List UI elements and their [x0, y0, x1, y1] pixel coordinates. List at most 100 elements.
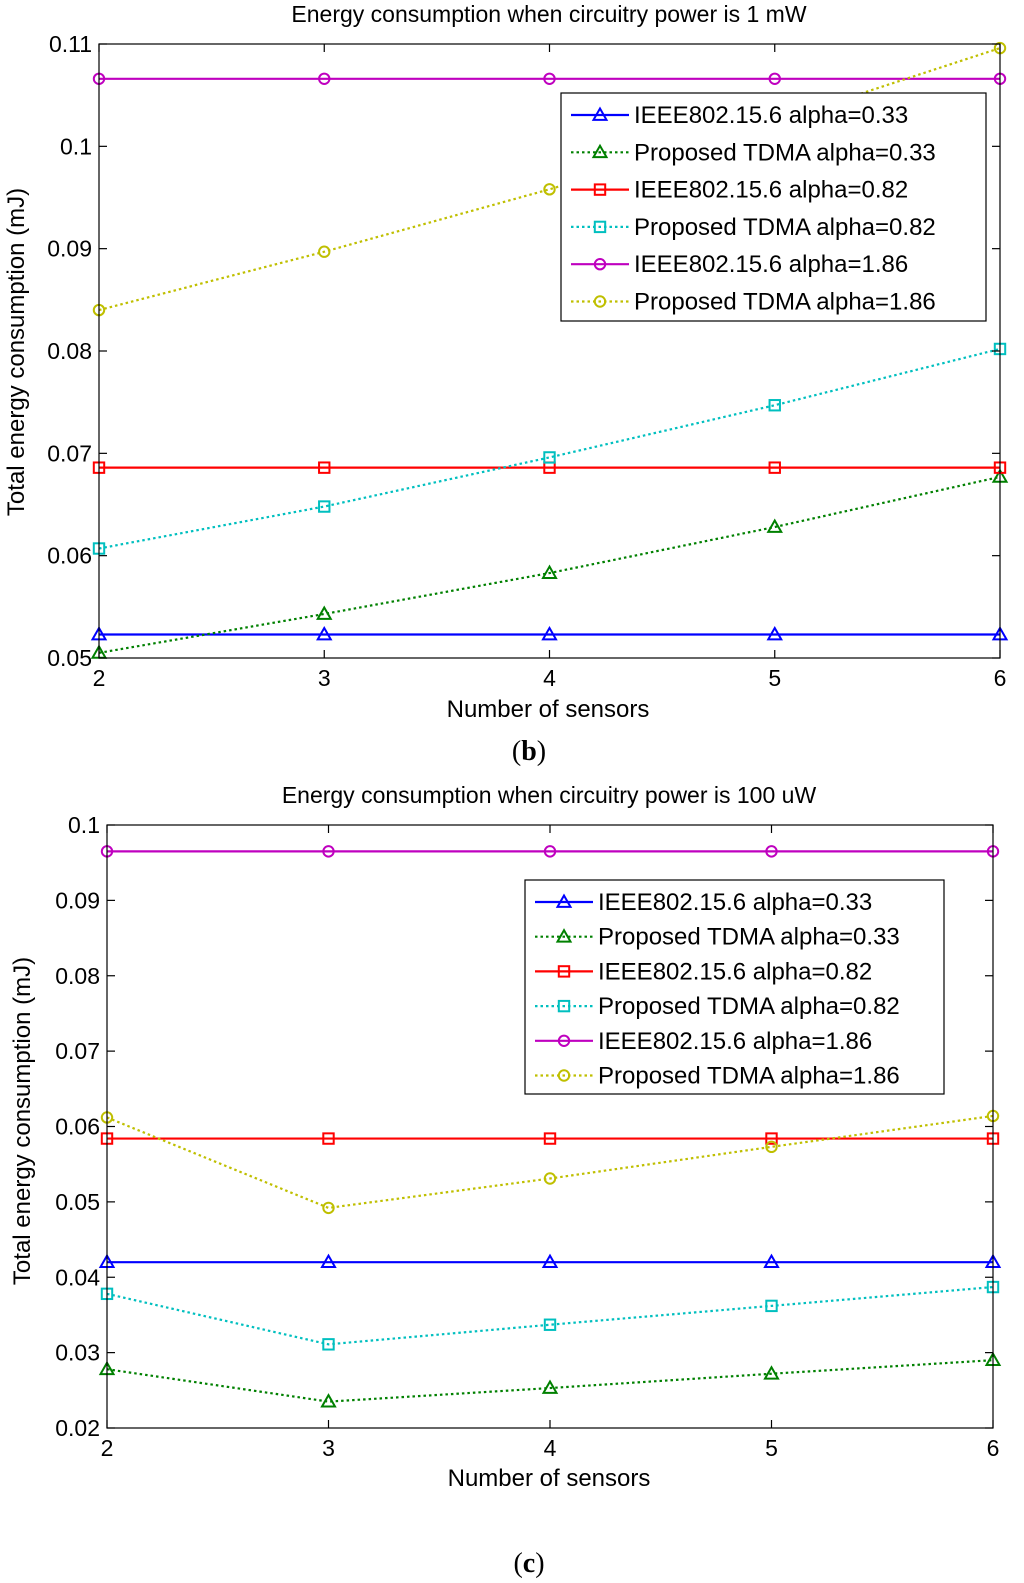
legend-marker [557, 1069, 571, 1082]
data-point [763, 1365, 780, 1380]
legend: IEEE802.15.6 alpha=0.33 Proposed TDMA alp… [524, 879, 945, 1095]
series-line [98, 47, 1001, 312]
y-tick-label: 0.05 [47, 645, 92, 671]
series-ieee802-15-6-alpha-0-33 [98, 1253, 1002, 1269]
series-proposed-tdma-alpha-0-33 [98, 1351, 1002, 1408]
data-point [543, 183, 556, 196]
legend-entry: Proposed TDMA alpha=0.82 [571, 214, 936, 241]
data-point [765, 845, 778, 858]
legend-label: Proposed TDMA alpha=0.82 [634, 214, 936, 241]
series-line [98, 475, 1001, 654]
data-point [543, 1132, 557, 1145]
legend-entry: Proposed TDMA alpha=0.33 [571, 139, 936, 166]
series-line [106, 1285, 994, 1346]
caption-letter: c [523, 1548, 535, 1579]
series-proposed-tdma-alpha-1-86 [100, 1109, 1000, 1215]
series-line [98, 347, 1001, 550]
data-point [765, 1299, 778, 1313]
figure-caption: (b) [512, 736, 546, 767]
y-tick-label: 0.05 [55, 1189, 100, 1215]
data-point [322, 1132, 335, 1145]
data-point [320, 1253, 337, 1269]
x-tick-label: 6 [994, 665, 1007, 691]
data-point [768, 72, 781, 85]
chart-title: Energy consumption when circuitry power … [291, 1, 806, 27]
legend: IEEE802.15.6 alpha=0.33 Proposed TDMA alp… [560, 92, 987, 322]
x-tick-label: 5 [765, 1435, 778, 1461]
y-tick-label: 0.09 [47, 236, 92, 262]
x-axis-label: Number of sensors [447, 696, 650, 723]
data-point [766, 625, 783, 641]
series-ieee802-15-6-alpha-1-86 [92, 72, 1007, 85]
caption-open: ( [513, 1548, 522, 1579]
data-point [543, 451, 556, 464]
x-tick-label: 4 [544, 1435, 557, 1461]
x-tick-label: 2 [93, 665, 106, 691]
legend-marker [555, 893, 573, 908]
y-tick-label: 0.04 [55, 1264, 100, 1290]
legend-label: Proposed TDMA alpha=1.86 [598, 1063, 900, 1090]
data-point [322, 1201, 335, 1215]
legend-entry: Proposed TDMA alpha=1.86 [535, 1063, 900, 1090]
caption-close: ) [535, 1548, 544, 1579]
series-proposed-tdma-alpha-0-82 [92, 342, 1007, 555]
legend-label: Proposed TDMA alpha=0.82 [598, 993, 900, 1020]
legend-label: Proposed TDMA alpha=0.33 [598, 924, 900, 951]
legend-marker [557, 999, 571, 1013]
legend-label: IEEE802.15.6 alpha=0.33 [598, 889, 872, 916]
legend-marker [593, 183, 607, 196]
y-tick-label: 0.1 [60, 133, 92, 159]
series-proposed-tdma-alpha-0-82 [100, 1280, 1000, 1351]
series-ieee802-15-6-alpha-0-82 [100, 1132, 1000, 1145]
y-tick-label: 0.07 [55, 1038, 100, 1064]
chart-b: Energy consumption when circuitry power … [3, 1, 1009, 767]
legend-label: IEEE802.15.6 alpha=0.82 [598, 958, 872, 985]
data-point [543, 72, 556, 85]
data-point [318, 72, 331, 85]
legend-entry: IEEE802.15.6 alpha=1.86 [535, 1028, 872, 1055]
legend-marker [591, 106, 609, 121]
legend-entry: Proposed TDMA alpha=0.82 [535, 993, 900, 1020]
legend-label: IEEE802.15.6 alpha=1.86 [598, 1028, 872, 1055]
legend-entry: IEEE802.15.6 alpha=1.86 [571, 251, 908, 278]
legend-marker [557, 1034, 571, 1048]
data-point [318, 461, 331, 474]
data-point [768, 461, 781, 474]
data-point [543, 1318, 557, 1331]
data-point [541, 564, 558, 579]
legend-box [560, 92, 987, 322]
legend-label: IEEE802.15.6 alpha=0.82 [634, 177, 908, 204]
x-tick-label: 2 [101, 1435, 114, 1461]
data-point [316, 625, 333, 641]
legend-marker [593, 258, 607, 271]
legend-marker [557, 965, 571, 978]
caption-close: ) [537, 736, 546, 767]
legend-marker [593, 220, 607, 234]
legend-marker [591, 143, 609, 159]
y-axis-label: Total energy consumption (mJ) [9, 957, 36, 1285]
x-tick-label: 3 [322, 1435, 335, 1461]
legend-entry: IEEE802.15.6 alpha=0.33 [535, 889, 872, 916]
legend-marker [593, 295, 607, 308]
series-ieee802-15-6-alpha-0-82 [92, 461, 1007, 474]
data-point [318, 500, 331, 513]
legend-label: Proposed TDMA alpha=1.86 [634, 289, 936, 316]
series-line [106, 1359, 994, 1403]
y-tick-label: 0.11 [49, 31, 92, 57]
caption-open: ( [512, 736, 521, 767]
series-ieee802-15-6-alpha-1-86 [100, 845, 1000, 858]
y-tick-label: 0.08 [47, 338, 92, 364]
x-tick-label: 6 [987, 1435, 1000, 1461]
data-point [766, 518, 783, 533]
y-tick-label: 0.1 [68, 812, 100, 838]
data-point [541, 1253, 559, 1269]
legend-label: Proposed TDMA alpha=0.33 [634, 139, 936, 166]
x-tick-label: 4 [543, 665, 556, 691]
data-point [765, 1132, 778, 1145]
legend-marker [555, 928, 573, 943]
series-line [106, 1114, 994, 1210]
y-tick-label: 0.09 [55, 887, 100, 913]
legend-label: IEEE802.15.6 alpha=0.33 [634, 102, 908, 129]
data-point [316, 605, 333, 620]
